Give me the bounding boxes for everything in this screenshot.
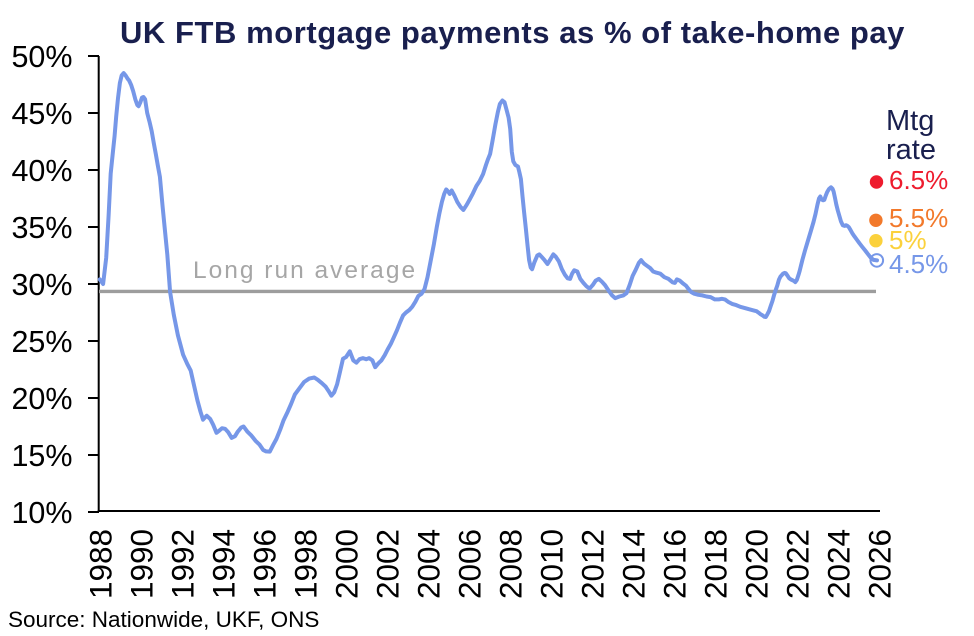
svg-text:1990: 1990 bbox=[123, 529, 159, 599]
svg-text:5%: 5% bbox=[889, 225, 927, 255]
svg-text:1988: 1988 bbox=[82, 529, 118, 599]
svg-text:2002: 2002 bbox=[369, 529, 405, 599]
svg-text:2006: 2006 bbox=[452, 529, 488, 599]
svg-text:rate: rate bbox=[886, 134, 936, 166]
svg-text:2012: 2012 bbox=[575, 529, 611, 599]
svg-text:2000: 2000 bbox=[328, 529, 364, 599]
svg-text:6.5%: 6.5% bbox=[889, 165, 948, 195]
svg-text:45%: 45% bbox=[11, 97, 72, 131]
svg-text:2004: 2004 bbox=[411, 529, 447, 599]
svg-text:15%: 15% bbox=[11, 439, 72, 473]
svg-text:5.5%: 5.5% bbox=[889, 203, 948, 233]
svg-text:Mtg: Mtg bbox=[886, 105, 934, 137]
svg-text:2018: 2018 bbox=[698, 529, 734, 599]
svg-text:25%: 25% bbox=[11, 325, 72, 359]
svg-text:35%: 35% bbox=[11, 211, 72, 245]
svg-text:2010: 2010 bbox=[534, 529, 570, 599]
svg-text:2022: 2022 bbox=[780, 529, 816, 599]
svg-text:40%: 40% bbox=[11, 154, 72, 188]
svg-text:2014: 2014 bbox=[616, 529, 652, 599]
svg-text:20%: 20% bbox=[11, 382, 72, 416]
svg-text:2026: 2026 bbox=[862, 529, 898, 599]
svg-text:10%: 10% bbox=[11, 496, 72, 530]
svg-text:4.5%: 4.5% bbox=[889, 249, 948, 279]
svg-text:1996: 1996 bbox=[246, 529, 282, 599]
svg-text:2020: 2020 bbox=[739, 529, 775, 599]
svg-text:50%: 50% bbox=[11, 40, 72, 74]
svg-text:2024: 2024 bbox=[821, 529, 857, 599]
svg-text:2008: 2008 bbox=[493, 529, 529, 599]
svg-text:UK FTB mortgage payments as %: UK FTB mortgage payments as % of take-ho… bbox=[120, 15, 905, 50]
svg-text:1992: 1992 bbox=[164, 529, 200, 599]
svg-text:1994: 1994 bbox=[205, 529, 241, 599]
svg-text:30%: 30% bbox=[11, 268, 72, 302]
svg-text:Long run average: Long run average bbox=[193, 257, 417, 284]
svg-text:2016: 2016 bbox=[657, 529, 693, 599]
svg-text:Source: Nationwide, UKF, ONS: Source: Nationwide, UKF, ONS bbox=[8, 607, 319, 632]
svg-text:1998: 1998 bbox=[287, 529, 323, 599]
